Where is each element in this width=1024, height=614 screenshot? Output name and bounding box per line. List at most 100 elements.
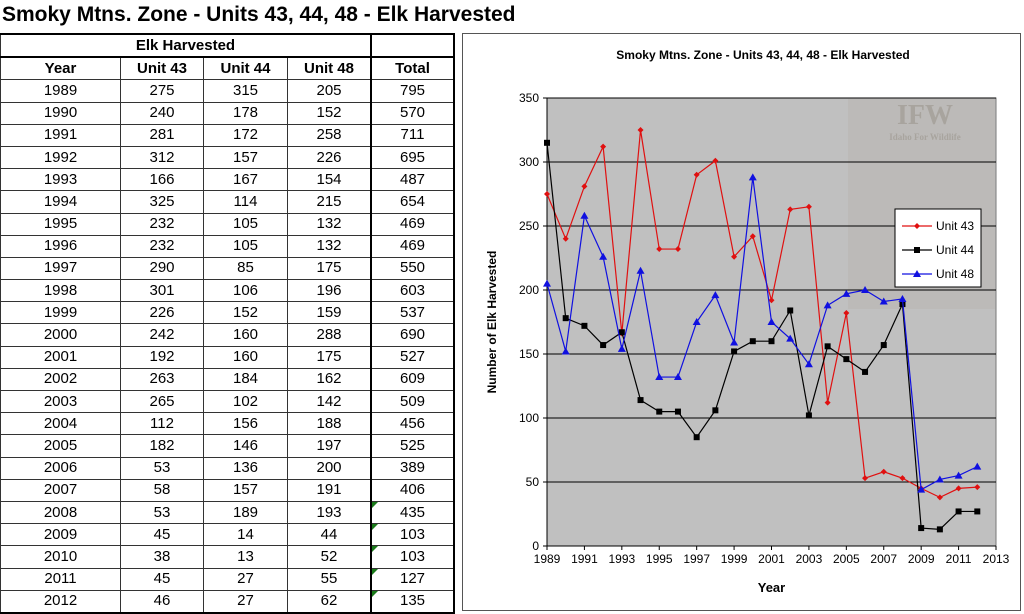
error-indicator-icon[interactable] — [372, 501, 378, 508]
table-cell[interactable]: 191 — [287, 478, 372, 502]
table-cell[interactable]: 135 — [370, 589, 455, 614]
table-cell[interactable]: 152 — [287, 101, 372, 125]
error-indicator-icon[interactable] — [372, 524, 378, 531]
table-cell[interactable]: 53 — [120, 500, 204, 525]
table-cell[interactable]: 132 — [287, 212, 372, 236]
table-cell[interactable]: 58 — [120, 478, 204, 502]
table-cell[interactable]: 2004 — [0, 412, 121, 436]
table-cell[interactable]: 288 — [287, 323, 372, 347]
table-cell[interactable]: 290 — [120, 256, 204, 281]
table-cell[interactable]: 175 — [287, 345, 372, 369]
table-cell[interactable]: 200 — [287, 456, 372, 480]
table-cell[interactable]: 132 — [287, 234, 372, 258]
table-cell[interactable]: 2001 — [0, 345, 121, 369]
table-cell[interactable]: 281 — [120, 123, 204, 147]
table-cell[interactable]: 2010 — [0, 545, 121, 569]
table-cell[interactable]: 14 — [203, 523, 288, 547]
table-cell[interactable]: 27 — [203, 589, 288, 614]
table-cell[interactable]: 160 — [203, 345, 288, 369]
table-cell[interactable]: 156 — [203, 412, 288, 436]
table-cell[interactable]: 62 — [287, 589, 372, 614]
table-cell[interactable]: 2003 — [0, 389, 121, 414]
table-cell[interactable]: 166 — [120, 168, 204, 192]
table-cell[interactable]: 325 — [120, 190, 204, 214]
table-cell[interactable]: 711 — [370, 123, 455, 147]
table-cell[interactable]: 795 — [370, 79, 455, 103]
table-cell[interactable]: 146 — [203, 434, 288, 458]
table-cell[interactable]: 263 — [120, 367, 204, 392]
table-cell[interactable]: 46 — [120, 589, 204, 614]
table-cell[interactable]: 226 — [120, 301, 204, 325]
table-cell[interactable]: 1991 — [0, 123, 121, 147]
table-cell[interactable]: 487 — [370, 168, 455, 192]
table-cell[interactable]: 45 — [120, 523, 204, 547]
table-cell[interactable]: 1990 — [0, 101, 121, 125]
table-cell[interactable]: 406 — [370, 478, 455, 502]
table-cell[interactable]: 690 — [370, 323, 455, 347]
table-cell[interactable]: 469 — [370, 212, 455, 236]
table-cell[interactable]: 301 — [120, 279, 204, 303]
table-cell[interactable]: 695 — [370, 145, 455, 170]
table-cell[interactable]: 537 — [370, 301, 455, 325]
table-cell[interactable]: 45 — [120, 567, 204, 591]
table-cell[interactable]: 105 — [203, 234, 288, 258]
table-cell[interactable]: 106 — [203, 279, 288, 303]
table-cell[interactable]: 509 — [370, 389, 455, 414]
table-cell[interactable]: 192 — [120, 345, 204, 369]
table-cell[interactable]: 154 — [287, 168, 372, 192]
table-cell[interactable]: 160 — [203, 323, 288, 347]
table-cell[interactable]: 175 — [287, 256, 372, 281]
table-cell[interactable]: 275 — [120, 79, 204, 103]
table-cell[interactable]: 1992 — [0, 145, 121, 170]
table-cell[interactable]: 85 — [203, 256, 288, 281]
table-cell[interactable]: 167 — [203, 168, 288, 192]
table-cell[interactable]: 103 — [370, 523, 455, 547]
table-cell[interactable]: 603 — [370, 279, 455, 303]
table-cell[interactable]: 1994 — [0, 190, 121, 214]
table-cell[interactable]: 469 — [370, 234, 455, 258]
table-cell[interactable]: 182 — [120, 434, 204, 458]
table-cell[interactable]: 226 — [287, 145, 372, 170]
table-cell[interactable]: 609 — [370, 367, 455, 392]
table-cell[interactable]: 178 — [203, 101, 288, 125]
table-cell[interactable]: 525 — [370, 434, 455, 458]
table-cell[interactable]: 159 — [287, 301, 372, 325]
table-cell[interactable]: 265 — [120, 389, 204, 414]
table-cell[interactable]: 27 — [203, 567, 288, 591]
table-cell[interactable]: 197 — [287, 434, 372, 458]
table-cell[interactable]: 550 — [370, 256, 455, 281]
chart[interactable]: Smoky Mtns. Zone - Units 43, 44, 48 - El… — [462, 33, 1021, 611]
table-cell[interactable]: 2005 — [0, 434, 121, 458]
table-cell[interactable]: 232 — [120, 234, 204, 258]
table-cell[interactable]: 2000 — [0, 323, 121, 347]
table-cell[interactable]: 2011 — [0, 567, 121, 591]
table-cell[interactable]: 570 — [370, 101, 455, 125]
table-cell[interactable]: 2006 — [0, 456, 121, 480]
table-cell[interactable]: 136 — [203, 456, 288, 480]
table-cell[interactable]: 188 — [287, 412, 372, 436]
table-cell[interactable]: 52 — [287, 545, 372, 569]
error-indicator-icon[interactable] — [372, 590, 378, 597]
table-cell[interactable]: 55 — [287, 567, 372, 591]
table-cell[interactable]: 2008 — [0, 500, 121, 525]
table-cell[interactable]: 1989 — [0, 79, 121, 103]
table-cell[interactable]: 654 — [370, 190, 455, 214]
table-cell[interactable]: 13 — [203, 545, 288, 569]
table-cell[interactable]: 157 — [203, 145, 288, 170]
table-cell[interactable]: 315 — [203, 79, 288, 103]
table-cell[interactable]: 242 — [120, 323, 204, 347]
table-cell[interactable]: 103 — [370, 545, 455, 569]
table-cell[interactable]: 2009 — [0, 523, 121, 547]
table-cell[interactable]: 162 — [287, 367, 372, 392]
error-indicator-icon[interactable] — [372, 568, 378, 575]
table-cell[interactable]: 232 — [120, 212, 204, 236]
table-cell[interactable]: 112 — [120, 412, 204, 436]
table-cell[interactable]: 2002 — [0, 367, 121, 392]
table-cell[interactable]: 2012 — [0, 589, 121, 614]
table-cell[interactable]: 1996 — [0, 234, 121, 258]
table-cell[interactable]: 240 — [120, 101, 204, 125]
table-cell[interactable]: 189 — [203, 500, 288, 525]
table-cell[interactable]: 184 — [203, 367, 288, 392]
table-cell[interactable]: 1997 — [0, 256, 121, 281]
table-cell[interactable]: 127 — [370, 567, 455, 591]
